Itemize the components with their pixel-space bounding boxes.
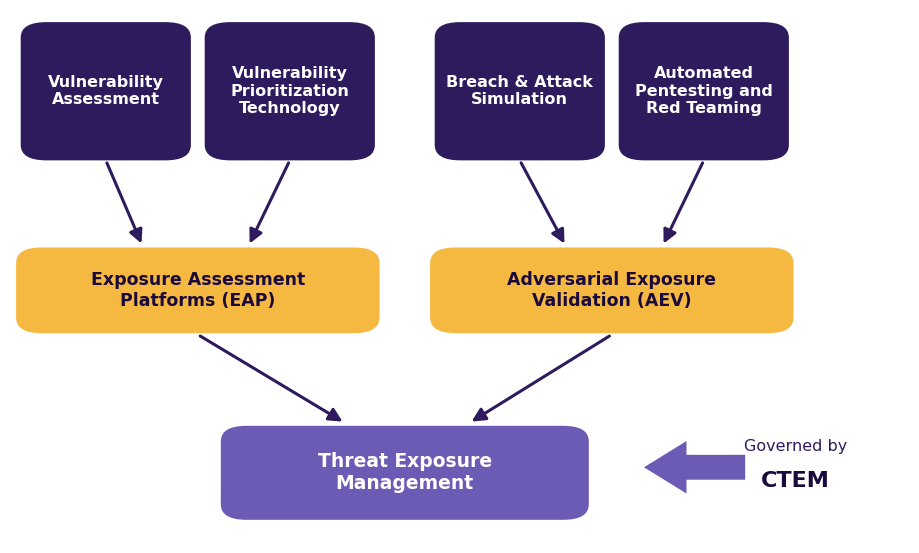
FancyBboxPatch shape [205, 22, 375, 160]
FancyBboxPatch shape [434, 22, 605, 160]
Text: Vulnerability
Prioritization
Technology: Vulnerability Prioritization Technology [230, 66, 349, 116]
Text: Vulnerability
Assessment: Vulnerability Assessment [48, 75, 164, 107]
Text: Governed by: Governed by [743, 439, 846, 454]
Text: Breach & Attack
Simulation: Breach & Attack Simulation [446, 75, 593, 107]
FancyBboxPatch shape [16, 248, 380, 333]
Text: Adversarial Exposure
Validation (AEV): Adversarial Exposure Validation (AEV) [506, 271, 716, 310]
Polygon shape [643, 441, 744, 493]
Text: Automated
Pentesting and
Red Teaming: Automated Pentesting and Red Teaming [634, 66, 772, 116]
FancyBboxPatch shape [618, 22, 789, 160]
Text: CTEM: CTEM [761, 471, 829, 491]
FancyBboxPatch shape [21, 22, 191, 160]
Text: Threat Exposure
Management: Threat Exposure Management [317, 452, 492, 493]
FancyBboxPatch shape [430, 248, 792, 333]
FancyBboxPatch shape [221, 426, 588, 520]
Text: Exposure Assessment
Platforms (EAP): Exposure Assessment Platforms (EAP) [91, 271, 304, 310]
